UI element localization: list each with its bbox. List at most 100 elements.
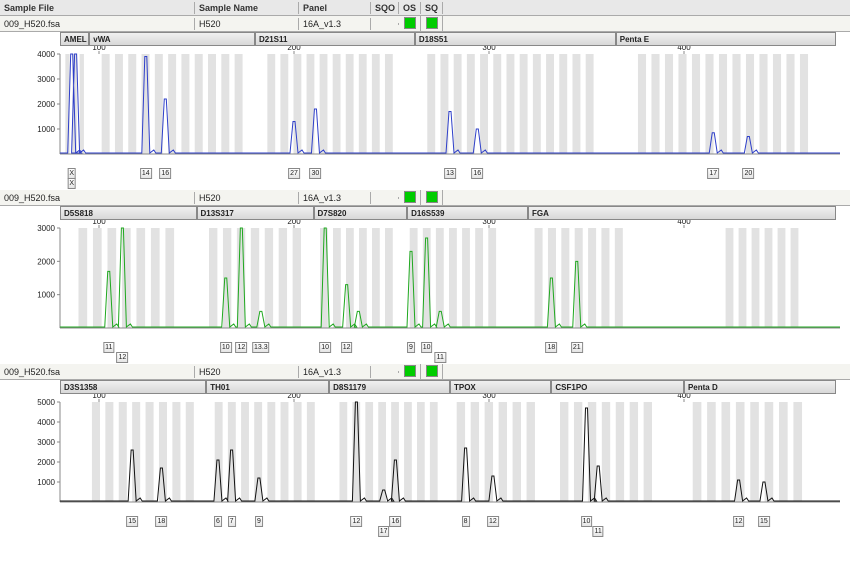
- allele-call: 10: [220, 342, 232, 353]
- locus-label: Penta D: [684, 380, 836, 394]
- allele-call: 16: [389, 516, 401, 527]
- sample-info-row: 009_H520.fsaH52016A_v1.3: [0, 190, 850, 206]
- locus-label: TPOX: [450, 380, 551, 394]
- allele-call: 9: [255, 516, 263, 527]
- bin-band: [560, 402, 568, 502]
- electropherogram-chart: 10020030040010002000300040005000: [0, 394, 850, 514]
- bin-band: [265, 228, 273, 328]
- bin-band: [759, 54, 767, 154]
- x-tick-label: 300: [482, 46, 496, 52]
- allele-call: 10: [319, 342, 331, 353]
- allele-call: 14: [140, 168, 152, 179]
- electropherogram-chart: 1002003004001000200030004000: [0, 46, 850, 166]
- bin-band: [181, 54, 189, 154]
- x-tick-label: 100: [92, 220, 106, 226]
- bin-band: [485, 402, 493, 502]
- bin-band: [454, 54, 462, 154]
- bin-band: [493, 54, 501, 154]
- y-tick-label: 3000: [37, 438, 55, 447]
- sq-status-icon: [426, 191, 438, 203]
- bin-band: [294, 402, 302, 502]
- bin-band: [279, 228, 287, 328]
- y-tick-label: 1000: [37, 478, 55, 487]
- locus-row: AMELvWAD21S11D18S51Penta E: [60, 32, 840, 46]
- bin-band: [235, 54, 243, 154]
- y-tick-label: 1000: [37, 291, 55, 300]
- bin-band: [726, 228, 734, 328]
- allele-call: 12: [350, 516, 362, 527]
- bin-band: [410, 228, 418, 328]
- header-sqo: SQO: [371, 2, 399, 14]
- bin-band: [739, 228, 747, 328]
- bin-band: [80, 54, 84, 154]
- bin-band: [346, 54, 354, 154]
- bin-band: [513, 402, 521, 502]
- y-tick-label: 3000: [37, 224, 55, 233]
- allele-call: 15: [758, 516, 770, 527]
- allele-call: 30: [310, 168, 322, 179]
- bin-band: [693, 402, 702, 502]
- bin-band: [293, 54, 301, 154]
- allele-call: 21: [571, 342, 583, 353]
- bin-band: [372, 228, 380, 328]
- allele-call: 16: [159, 168, 171, 179]
- bin-band: [168, 54, 176, 154]
- bin-band: [280, 54, 288, 154]
- bin-band: [457, 402, 465, 502]
- locus-label: vWA: [89, 32, 255, 46]
- electropherogram-chart: 100200300400100020003000: [0, 220, 850, 340]
- bin-band: [404, 402, 412, 502]
- bin-band: [800, 54, 808, 154]
- y-tick-label: 1000: [37, 125, 55, 134]
- bin-band: [488, 228, 496, 328]
- locus-row: D5S818D13S317D7S820D16S539FGA: [60, 206, 840, 220]
- bin-band: [251, 228, 259, 328]
- bin-band: [136, 228, 145, 328]
- bin-band: [561, 228, 569, 328]
- x-tick-label: 400: [677, 46, 691, 52]
- sq-cell: [421, 364, 443, 380]
- x-tick-label: 200: [287, 394, 301, 400]
- sample-file: 009_H520.fsa: [0, 18, 195, 30]
- locus-label: D16S539: [407, 206, 528, 220]
- bin-band: [385, 228, 393, 328]
- locus-label: D5S818: [60, 206, 197, 220]
- allele-call: 13.3: [252, 342, 270, 353]
- bin-band: [527, 402, 535, 502]
- bin-band: [462, 228, 470, 328]
- bin-band: [586, 54, 594, 154]
- sqo-cell: [371, 197, 399, 199]
- header-sample_file: Sample File: [0, 2, 195, 14]
- column-header-row: Sample FileSample NamePanelSQOOSSQ: [0, 0, 850, 16]
- bin-band: [333, 54, 341, 154]
- allele-call: 9: [407, 342, 415, 353]
- bin-band: [427, 54, 435, 154]
- y-tick-label: 3000: [37, 75, 55, 84]
- locus-label: Penta E: [616, 32, 836, 46]
- bin-band: [195, 54, 203, 154]
- bin-band: [506, 54, 514, 154]
- locus-label: D18S51: [415, 32, 616, 46]
- sample-info-row: 009_H520.fsaH52016A_v1.3: [0, 364, 850, 380]
- bin-band: [678, 54, 686, 154]
- allele-call: 20: [742, 168, 754, 179]
- allele-call: 7: [228, 516, 236, 527]
- bin-band: [707, 402, 716, 502]
- bin-band: [644, 402, 652, 502]
- bin-band: [128, 54, 136, 154]
- bin-band: [616, 402, 624, 502]
- bin-band: [92, 402, 100, 502]
- bin-band: [105, 402, 113, 502]
- allele-call: 11: [593, 526, 604, 537]
- os-cell: [399, 190, 421, 206]
- bin-band: [719, 54, 727, 154]
- os-status-icon: [404, 191, 416, 203]
- header-panel: Panel: [299, 2, 371, 14]
- locus-label: D8S1179: [329, 380, 450, 394]
- bin-band: [372, 54, 380, 154]
- y-tick-label: 4000: [37, 418, 55, 427]
- sample-file: 009_H520.fsa: [0, 192, 195, 204]
- bin-band: [705, 54, 713, 154]
- allele-call: 11: [435, 352, 446, 363]
- chart-svg: 10020030040010002000300040005000: [0, 394, 850, 514]
